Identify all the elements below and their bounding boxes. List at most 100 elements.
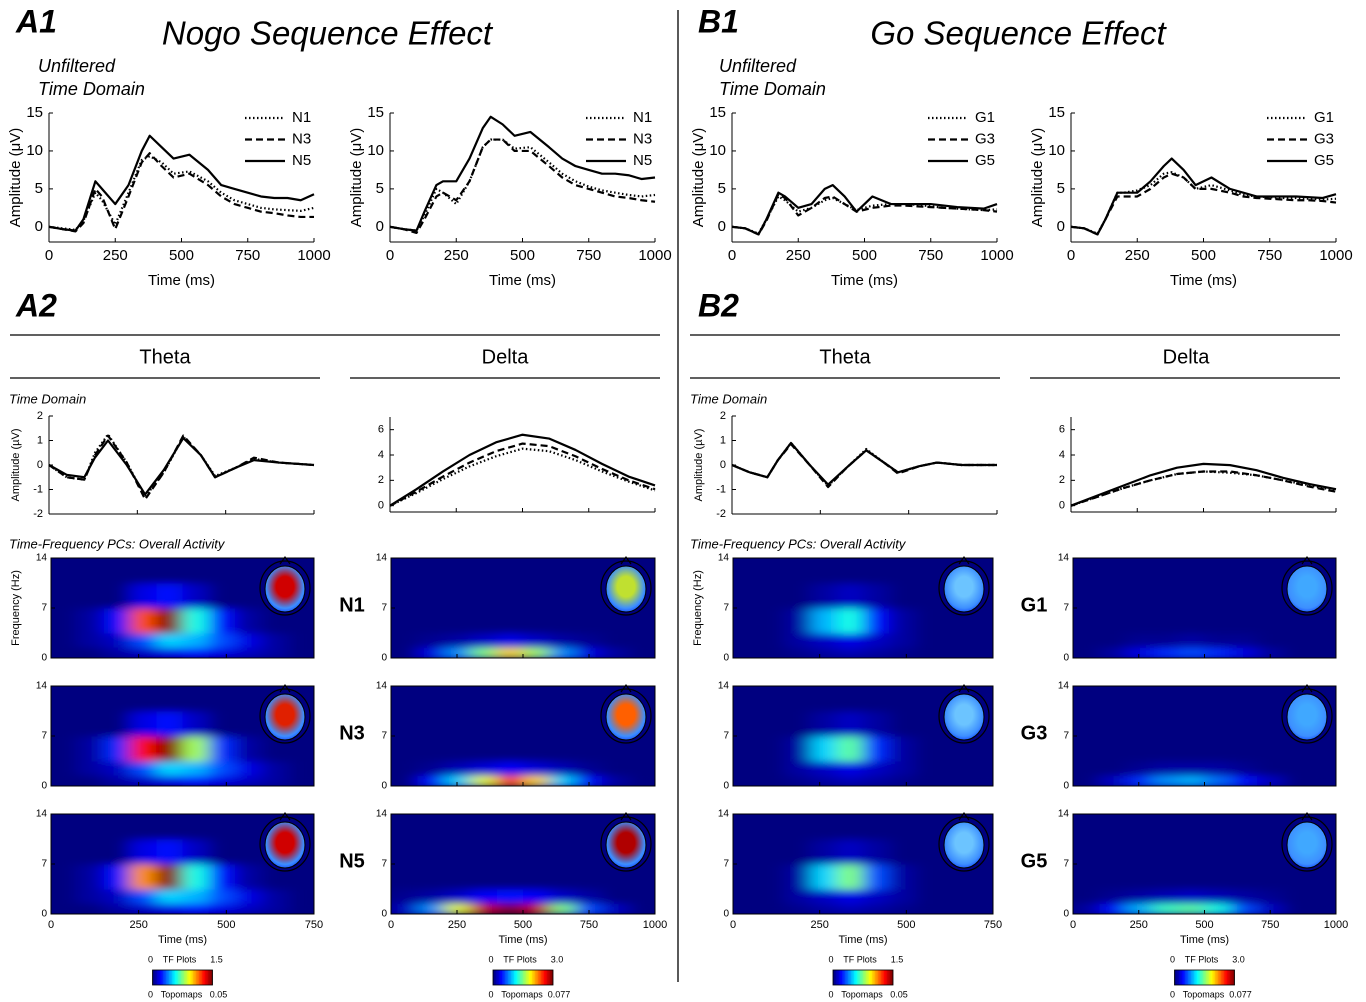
y-tick-label: 7: [41, 603, 47, 614]
heatmap-cell: [208, 903, 236, 914]
colorbar-step: [541, 970, 543, 985]
heatmap-cell: [575, 839, 603, 865]
heatmap-cell: [863, 889, 890, 904]
heatmap-cell: [1151, 711, 1179, 737]
panel-title: Go Sequence Effect: [870, 15, 1167, 52]
heatmap-cells: [1073, 686, 1336, 786]
y-tick-label: 4: [378, 449, 384, 461]
colorbar-step: [849, 970, 852, 985]
heatmap-cell: [733, 775, 760, 786]
x-axis-label: Time (ms): [1170, 272, 1237, 289]
colorbar-step: [1212, 970, 1214, 985]
y-tick-label: 7: [1063, 603, 1069, 614]
colorbar-step: [209, 970, 212, 985]
heatmap-cell: [443, 814, 471, 840]
heatmap-cell: [496, 775, 524, 786]
heatmap-cell: [1151, 686, 1179, 712]
y-tick-label: -2: [33, 508, 43, 520]
heatmap-cell: [837, 775, 864, 786]
heatmap-cell: [967, 608, 993, 634]
heatmap-cell: [182, 761, 210, 776]
heatmap-cell: [391, 889, 418, 904]
colorbar-step: [200, 970, 203, 985]
heatmap-cell: [156, 839, 183, 865]
heatmap-cell: [863, 903, 890, 914]
topomap-nose: [279, 555, 291, 565]
heatmap-cell: [391, 608, 418, 634]
heatmap-cell: [51, 583, 78, 609]
heatmap-cell: [967, 864, 993, 890]
heatmap-cell: [549, 839, 577, 865]
legend-label: N5: [633, 152, 652, 169]
colorbar-step: [524, 970, 527, 985]
heatmap-cell: [496, 864, 524, 890]
heatmap-cell: [1178, 889, 1205, 904]
x-tick-label: 0: [45, 247, 53, 264]
heatmap-cell: [1257, 903, 1284, 914]
heatmap-cell: [417, 583, 445, 609]
heatmap-cell: [1151, 633, 1179, 648]
heatmap-cell: [811, 608, 838, 634]
heatmap-cell: [77, 711, 105, 737]
heatmap-cell: [915, 608, 942, 634]
colorbar-step: [185, 970, 188, 985]
heatmap-cell: [837, 903, 864, 914]
y-axis-label: Amplitude (µV): [10, 429, 22, 502]
heatmap: [391, 686, 655, 786]
colorbar-step: [1185, 970, 1187, 985]
colorbar-step: [520, 970, 522, 985]
heatmap-cell: [523, 736, 550, 762]
panel-label: A2: [15, 287, 57, 323]
heatmap-cell: [1230, 647, 1258, 658]
colorbar-step: [530, 970, 533, 985]
heatmap-cell: [575, 633, 603, 648]
y-tick-label: 7: [381, 603, 387, 614]
heatmap-cell: [156, 558, 183, 584]
heatmap-cells: [391, 558, 655, 658]
legend-label: G3: [975, 130, 995, 147]
topomap-map: [1286, 565, 1328, 613]
heatmap-cell: [915, 889, 942, 904]
row-label: N5: [339, 850, 365, 872]
legend-label: N5: [292, 152, 311, 169]
heatmap-cell: [103, 903, 131, 914]
y-tick-label: 0: [381, 653, 387, 664]
section-note: Time-Frequency PCs: Overall Activity: [690, 536, 907, 551]
heatmap-cell: [811, 814, 838, 840]
legend-label: N3: [633, 130, 652, 147]
line-series: [1070, 470, 1337, 507]
heatmap-cell: [443, 633, 471, 648]
topomap-map: [605, 565, 647, 613]
heatmap-cell: [1257, 558, 1284, 584]
colorbar-step: [1198, 970, 1201, 985]
heatmap-cell: [811, 864, 838, 890]
heatmap-cell: [129, 903, 157, 914]
heatmap-cell: [208, 775, 236, 786]
colorbar-step: [545, 970, 548, 985]
heatmap-cell: [470, 686, 498, 712]
y-axis-label: Amplitude (μV): [7, 128, 24, 228]
topomap-map: [943, 821, 985, 869]
heatmap-cell: [1309, 633, 1336, 648]
heatmap-cell: [1309, 889, 1336, 904]
colorbar-step: [864, 970, 867, 985]
colorbar-step: [544, 970, 546, 985]
colorbar-step: [860, 970, 862, 985]
heatmap-cell: [261, 889, 289, 904]
heatmap-cell: [470, 839, 498, 865]
heatmap-cell: [759, 711, 786, 737]
heatmap-cell: [129, 761, 157, 776]
heatmap-cell: [129, 775, 157, 786]
heatmap-cell: [261, 761, 289, 776]
topomap-map: [264, 565, 306, 613]
heatmap-cell: [575, 775, 603, 786]
heatmap-cell: [1204, 608, 1232, 634]
heatmap-cell: [785, 736, 812, 762]
colorbar-label: TF Plots: [843, 954, 877, 964]
heatmap-cell: [759, 633, 786, 648]
heatmap-cell: [811, 633, 838, 648]
colorbar-tick: 0.05: [210, 989, 228, 999]
line-series: [389, 433, 656, 507]
heatmap-cell: [1073, 633, 1100, 648]
heatmap-cell: [628, 903, 655, 914]
